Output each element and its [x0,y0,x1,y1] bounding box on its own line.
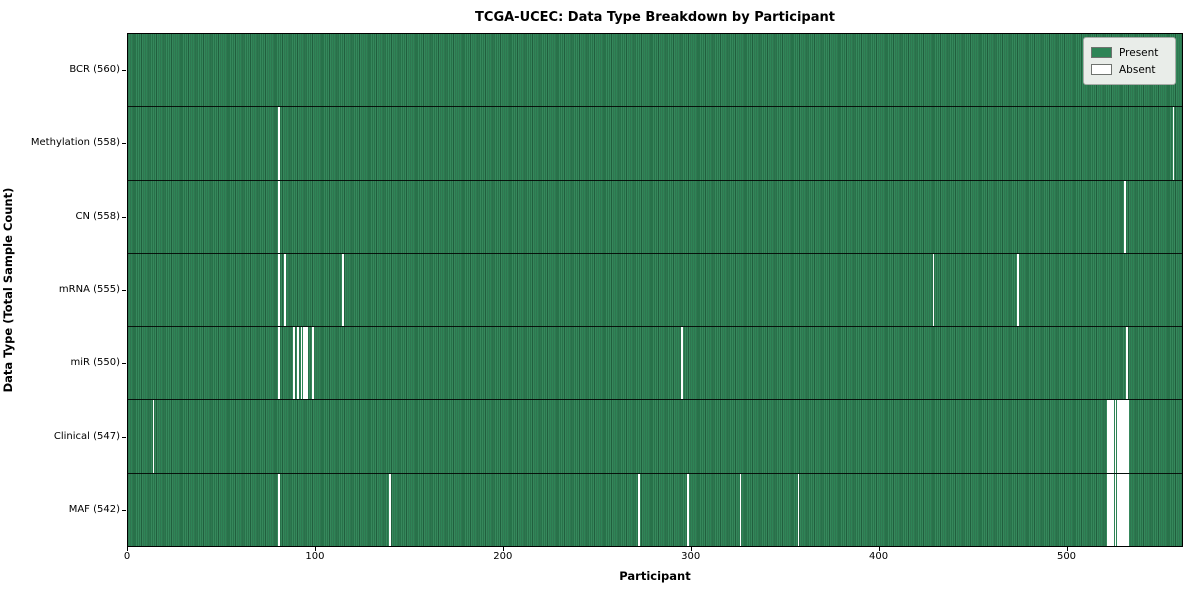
absent-stripe [1124,400,1126,473]
absent-stripe [311,327,314,400]
absent-stripe [739,473,742,546]
absent-stripe [283,253,286,327]
x-tick-mark [314,547,316,551]
absent-stripe [341,253,344,327]
legend-item-present: Present [1091,44,1167,61]
absent-stripe [304,327,307,400]
absent-stripe [300,327,303,400]
absent-stripe [1116,400,1119,473]
absent-stripe [1172,107,1175,180]
x-tick-label-200: 200 [493,551,513,562]
absent-stripe [278,253,280,327]
absent-stripe [1112,473,1115,546]
y-tick-label-mRNA: mRNA (555) [58,284,120,295]
y-tick-mark [122,510,126,512]
row-band-miR [128,326,1182,400]
x-tick-label-0: 0 [123,551,131,562]
absent-stripe [1118,473,1121,546]
absent-stripe [1122,473,1124,546]
x-tick-label-100: 100 [305,551,325,562]
absent-stripe [932,253,935,327]
x-tick-mark [1066,547,1068,551]
absent-stripe [1120,400,1122,473]
absent-stripe [1107,473,1109,546]
absent-stripe [1110,400,1113,473]
absent-stripe [293,327,295,400]
legend-item-absent: Absent [1091,61,1167,78]
absent-stripe [296,327,299,400]
legend-label-present: Present [1119,46,1159,59]
absent-stripe [1125,327,1128,400]
absent-stripe [278,473,280,546]
absent-stripe [1125,473,1128,546]
y-tick-mark [122,143,126,145]
absent-stripe [687,473,689,546]
x-tick-mark [502,547,504,551]
row-band-BCR [128,34,1182,107]
absent-stripe [1122,400,1124,473]
absent-stripe [1109,400,1111,473]
absent-stripe [638,473,640,546]
y-tick-label-Clinical: Clinical (547) [53,430,120,442]
x-tick-label-300: 300 [681,551,701,562]
absent-stripe [1114,473,1117,546]
plot-area [127,33,1183,547]
absent-stripe [1110,473,1113,546]
absent-stripe [152,400,155,473]
absent-stripe [1127,400,1130,473]
x-tick-label-400: 400 [869,551,889,562]
row-band-CN [128,179,1182,253]
y-tick-label-miR: miR (550) [70,357,120,369]
y-tick-label-MAF: MAF (542) [68,504,120,516]
absent-stripe [1120,473,1122,546]
x-tick-mark [878,547,880,551]
y-tick-mark [122,216,126,218]
absent-stripe [278,327,280,400]
row-band-mRNA [128,252,1182,327]
legend: Present Absent [1083,37,1176,85]
x-tick-label-500: 500 [1056,551,1077,562]
absent-stripe [1124,180,1126,253]
y-tick-mark [122,436,126,438]
absent-stripe [1124,473,1126,546]
absent-stripe [1127,473,1130,546]
absent-swatch-icon [1091,64,1112,75]
y-tick-label-BCR: BCR (560) [69,63,120,75]
legend-label-absent: Absent [1119,63,1156,76]
x-tick-mark [127,547,128,551]
absent-stripe [278,107,280,180]
y-tick-mark [122,69,126,71]
row-band-Clinical [128,399,1182,473]
absent-stripe [278,180,280,253]
absent-stripe [1017,253,1019,327]
absent-stripe [1107,400,1109,473]
absent-stripe [1114,400,1117,473]
present-swatch-icon [1091,47,1112,58]
chart-title: TCGA-UCEC: Data Type Breakdown by Partic… [475,10,835,25]
row-band-MAF [128,472,1182,546]
absent-stripe [681,327,684,400]
absent-stripe [1118,400,1121,473]
row-band-Methylation [128,106,1182,180]
absent-stripe [302,327,305,400]
x-axis-label: Participant [619,569,691,583]
absent-stripe [797,473,800,546]
y-tick-label-CN: CN (558) [75,210,120,222]
y-tick-label-Methylation: Methylation (558) [30,137,120,149]
absent-stripe [1109,473,1111,546]
absent-stripe [388,473,391,546]
absent-stripe [306,327,309,400]
absent-stripe [1125,400,1128,473]
y-tick-mark [122,290,126,291]
absent-stripe [1112,400,1115,473]
absent-stripe [1116,473,1119,546]
x-tick-mark [690,547,692,551]
y-tick-mark [122,363,126,365]
